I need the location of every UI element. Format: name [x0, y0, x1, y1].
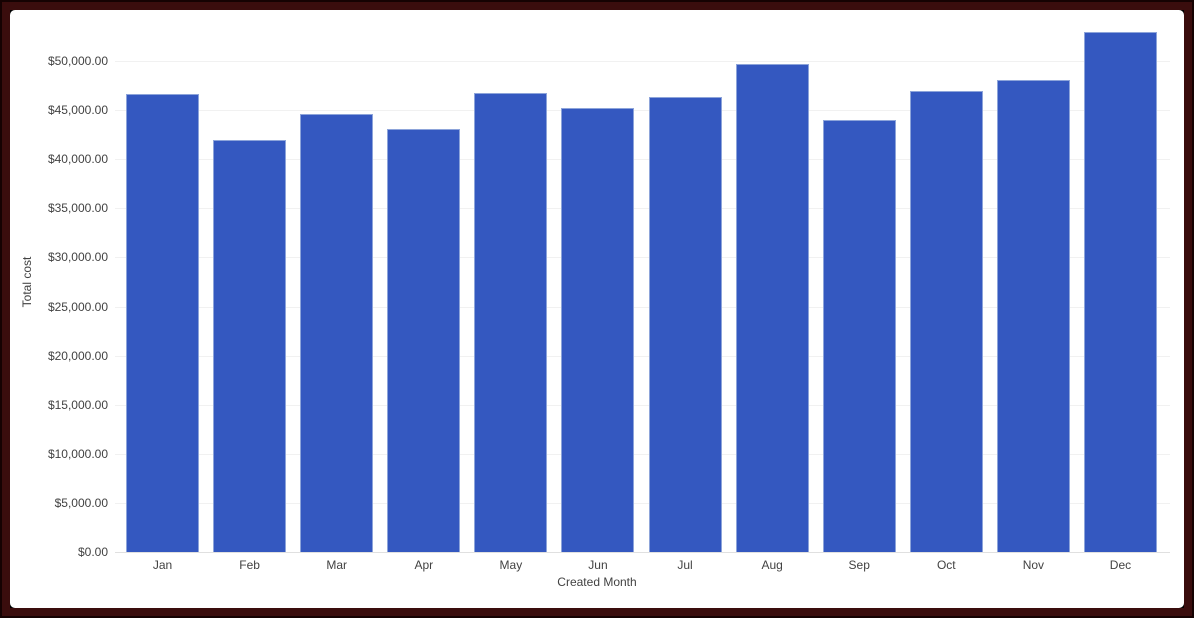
y-tick-label: $15,000.00 — [47, 397, 108, 412]
x-tick-label: Jan — [152, 558, 173, 572]
bar-oct[interactable] — [909, 90, 983, 552]
bar-feb[interactable] — [213, 139, 287, 552]
gridline — [115, 61, 1170, 63]
x-tick-label: Nov — [1022, 558, 1045, 572]
y-axis-title: Total cost — [20, 256, 34, 308]
bar-mar[interactable] — [300, 113, 374, 552]
gridline — [115, 355, 1170, 357]
bar-aug[interactable] — [735, 63, 809, 552]
bar-jun[interactable] — [561, 108, 635, 552]
y-tick-label: $35,000.00 — [47, 201, 108, 216]
bar-jul[interactable] — [648, 96, 722, 552]
x-tick-label: Jul — [677, 558, 693, 572]
x-tick-label: Apr — [414, 558, 434, 572]
x-tick-label: May — [499, 558, 523, 572]
y-tick-label: $5,000.00 — [54, 495, 108, 510]
gridline — [115, 404, 1170, 406]
y-tick-label: $40,000.00 — [47, 152, 108, 167]
bar-dec[interactable] — [1083, 31, 1157, 552]
gridline — [115, 306, 1170, 308]
y-tick-label: $50,000.00 — [47, 54, 108, 69]
y-tick-label: $10,000.00 — [47, 446, 108, 461]
y-tick-label: $30,000.00 — [47, 250, 108, 265]
bar-sep[interactable] — [822, 119, 896, 552]
bar-jan[interactable] — [126, 94, 200, 552]
y-tick-label: $0.00 — [77, 545, 108, 559]
gridline — [115, 208, 1170, 210]
x-tick-label: Mar — [326, 558, 348, 572]
bar-apr[interactable] — [387, 129, 461, 552]
bar-chart-plot-area: $0.00 $5,000.00 $10,000.00 $15,000.00 $20,00… — [20, 12, 1170, 572]
x-tick-label: Dec — [1109, 558, 1132, 572]
x-axis-baseline — [115, 552, 1170, 553]
x-tick-label: Sep — [848, 558, 870, 572]
y-tick-label: $20,000.00 — [47, 348, 108, 363]
gridline — [115, 502, 1170, 504]
chart-card: $0.00 $5,000.00 $10,000.00 $15,000.00 $20,00… — [10, 10, 1184, 608]
bar-may[interactable] — [474, 93, 548, 552]
gridline — [115, 453, 1170, 455]
y-tick-label: $25,000.00 — [47, 299, 108, 314]
x-tick-label: Jun — [588, 558, 608, 572]
x-tick-label: Oct — [936, 558, 956, 572]
x-tick-label: Aug — [761, 558, 783, 572]
bar-nov[interactable] — [996, 80, 1070, 552]
x-axis-title: Created Month — [557, 575, 637, 589]
y-tick-label: $45,000.00 — [47, 103, 108, 118]
gridline — [115, 110, 1170, 112]
x-tick-label: Feb — [239, 558, 260, 572]
gridline — [115, 257, 1170, 259]
gridline — [115, 159, 1170, 161]
